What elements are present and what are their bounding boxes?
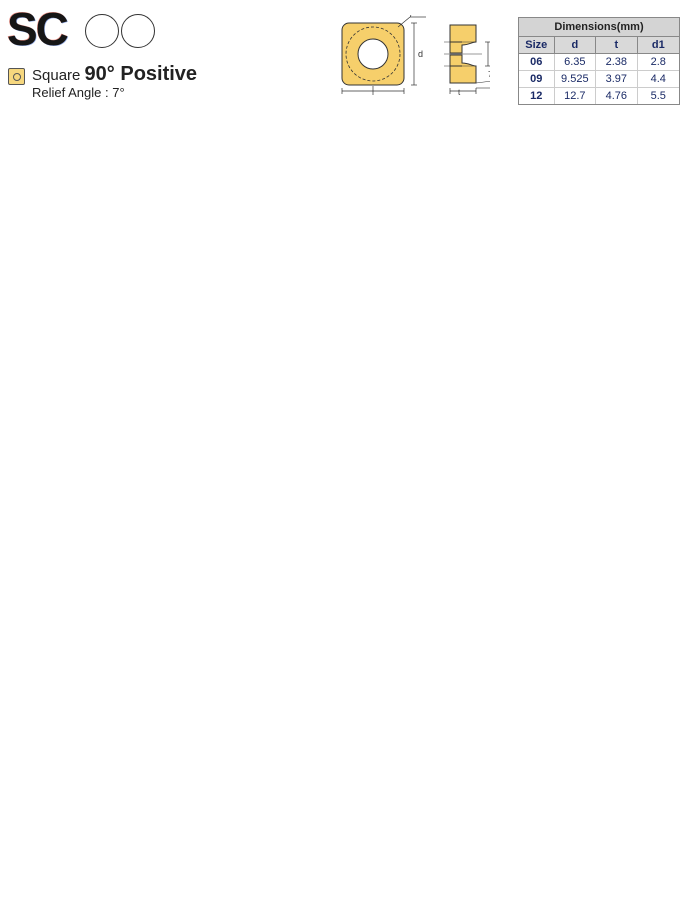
svg-text:7°: 7° <box>488 70 490 79</box>
svg-text:t: t <box>458 88 461 95</box>
svg-text:r: r <box>410 15 413 19</box>
svg-text:d: d <box>418 49 423 59</box>
